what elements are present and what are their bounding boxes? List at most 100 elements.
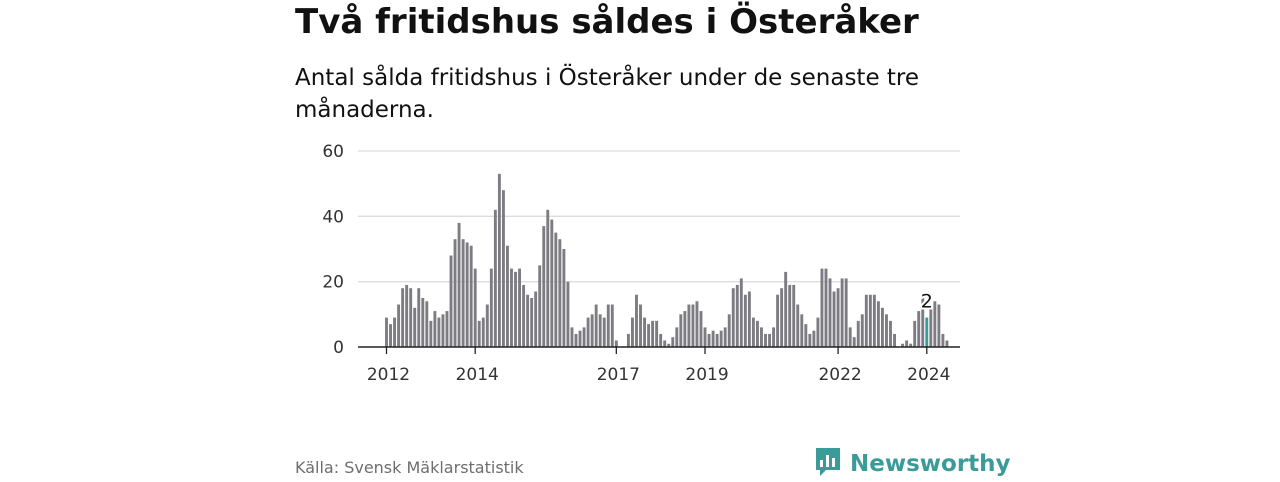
bar xyxy=(687,304,691,347)
x-axis xyxy=(358,346,960,354)
bar xyxy=(889,320,892,347)
bar xyxy=(812,330,816,347)
bar xyxy=(945,340,949,347)
bar xyxy=(747,291,751,347)
bar xyxy=(542,226,546,347)
highlight-bar xyxy=(925,317,929,347)
bar xyxy=(389,324,392,347)
bar xyxy=(469,245,473,347)
bar xyxy=(586,317,590,347)
bar xyxy=(655,320,659,347)
bar xyxy=(473,268,477,347)
bar xyxy=(868,294,872,347)
bar xyxy=(735,284,739,347)
bar-chart: 0 20 40 60 2012 2014 2017 2019 2022 2024 2 xyxy=(322,142,960,385)
bar xyxy=(550,219,554,347)
bar xyxy=(437,317,441,347)
bar xyxy=(602,317,606,347)
bar xyxy=(449,255,453,347)
bar xyxy=(663,340,667,347)
bar xyxy=(671,337,675,347)
bar xyxy=(764,333,767,347)
bar xyxy=(421,298,425,347)
bar xyxy=(385,317,388,347)
bar xyxy=(743,294,747,347)
bar xyxy=(872,294,876,347)
bar xyxy=(876,301,880,347)
bar xyxy=(848,327,852,347)
bar xyxy=(905,340,909,347)
bar xyxy=(518,268,521,347)
bar xyxy=(522,284,526,347)
bar xyxy=(796,304,800,347)
bars xyxy=(385,173,949,347)
bar xyxy=(594,304,598,347)
data-label: 2 xyxy=(921,291,933,313)
brand-name: Newsworthy xyxy=(850,451,1011,477)
bar xyxy=(788,284,792,347)
bar xyxy=(804,324,808,347)
bar xyxy=(723,327,727,347)
bar xyxy=(780,288,784,347)
bar xyxy=(413,307,417,347)
bar xyxy=(477,320,481,347)
bar xyxy=(501,190,505,347)
bar xyxy=(497,173,501,347)
bar xyxy=(691,304,695,347)
bar xyxy=(574,333,578,347)
bar xyxy=(606,304,610,347)
bar xyxy=(860,314,864,347)
bar xyxy=(683,311,687,347)
axis-labels: 0 20 40 60 2012 2014 2017 2019 2022 2024 2 xyxy=(322,142,950,385)
bar xyxy=(679,314,683,347)
bar xyxy=(933,301,937,347)
bar xyxy=(885,314,888,347)
bar xyxy=(667,343,671,347)
bar xyxy=(643,317,646,347)
bar xyxy=(465,242,469,347)
bar xyxy=(409,288,413,347)
bar xyxy=(530,298,534,347)
bar xyxy=(461,239,465,347)
bar xyxy=(768,333,771,347)
y-tick-label: 0 xyxy=(333,338,344,358)
bar xyxy=(864,294,868,347)
bar xyxy=(538,265,542,347)
bar xyxy=(808,333,812,347)
bar xyxy=(570,327,574,347)
bar xyxy=(921,298,925,347)
bar xyxy=(635,294,638,347)
bar xyxy=(554,232,558,347)
bar xyxy=(913,320,917,347)
bar xyxy=(751,317,755,347)
bar xyxy=(425,301,429,347)
bar xyxy=(485,304,489,347)
bar xyxy=(941,333,945,347)
bar xyxy=(590,314,594,347)
bar xyxy=(562,249,566,347)
brand-logo[interactable]: Newsworthy xyxy=(814,446,1011,482)
bar xyxy=(893,333,896,347)
bar xyxy=(489,268,493,347)
y-tick-label: 40 xyxy=(322,207,344,227)
bar xyxy=(598,314,602,347)
bar xyxy=(639,304,642,347)
bar xyxy=(481,317,485,347)
source-note: Källa: Svensk Mäklarstatistik xyxy=(295,458,524,477)
bar xyxy=(828,278,832,347)
bar xyxy=(514,271,517,347)
newsworthy-logo-icon xyxy=(814,446,842,482)
bar xyxy=(832,291,836,347)
bar xyxy=(937,304,941,347)
chart-title: Två fritidshus såldes i Österåker xyxy=(295,2,919,42)
bar xyxy=(772,327,776,347)
bar xyxy=(699,311,703,347)
bar xyxy=(917,311,921,347)
bar xyxy=(901,343,905,347)
gridlines xyxy=(358,150,960,283)
bar xyxy=(844,278,848,347)
bar xyxy=(816,317,820,347)
x-tick-label: 2012 xyxy=(367,365,410,385)
bar xyxy=(880,307,884,347)
bar xyxy=(715,333,719,347)
